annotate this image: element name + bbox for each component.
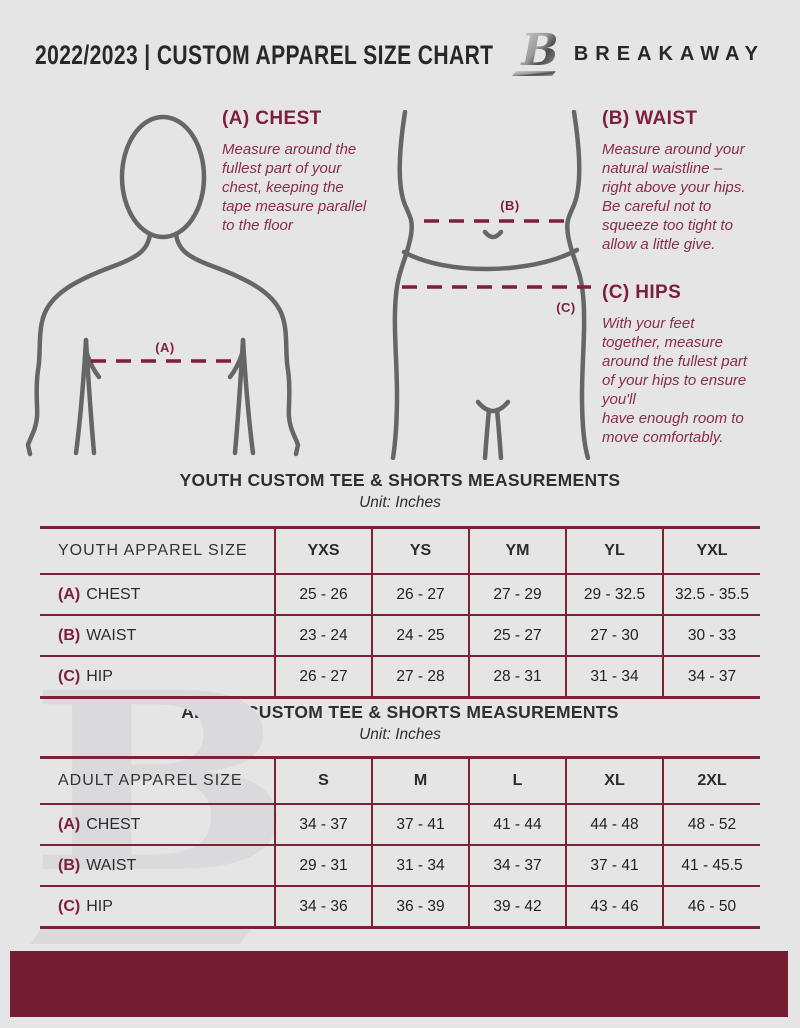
table-cell: 29 - 32.5 <box>565 573 664 616</box>
adult-col-l: L <box>468 757 567 805</box>
youth-waist-row-label: (B) WAIST <box>40 614 276 657</box>
chest-marker-label: (A) <box>155 340 175 355</box>
brand-name: BREAKAWAY <box>573 42 765 65</box>
youth-size-table: YOUTH APPAREL SIZE YXS YS YM YL YXL (A) C… <box>40 526 760 699</box>
table-cell: 37 - 41 <box>565 844 664 887</box>
svg-text:B: B <box>519 27 558 76</box>
youth-col-ys: YS <box>371 527 470 575</box>
table-cell: 27 - 29 <box>468 573 567 616</box>
table-row: (C) HIP 26 - 27 27 - 28 28 - 31 31 - 34 3… <box>40 655 760 698</box>
table-row: (B) WAIST 29 - 31 31 - 34 34 - 37 37 - 41… <box>40 844 760 887</box>
youth-table-header-row: YOUTH APPAREL SIZE YXS YS YM YL YXL <box>40 527 760 575</box>
adult-col-s: S <box>274 757 373 805</box>
adult-col-m: M <box>371 757 470 805</box>
breakaway-logo-icon: B <box>511 27 558 76</box>
youth-section-unit: Unit: Inches <box>359 494 441 511</box>
row-marker: (B) <box>58 626 81 644</box>
table-cell: 25 - 26 <box>274 573 373 616</box>
row-marker: (C) <box>58 897 81 915</box>
table-cell: 28 - 31 <box>468 655 567 698</box>
row-name: CHEST <box>86 585 141 603</box>
page-title: 2022/2023 | CUSTOM APPAREL SIZE CHART <box>35 40 494 70</box>
table-row: (A) CHEST 25 - 26 26 - 27 27 - 29 29 - 32… <box>40 573 760 616</box>
waist-guide: (B) WAIST Measure around your natural wa… <box>602 108 792 254</box>
table-cell: 26 - 27 <box>371 573 470 616</box>
table-cell: 26 - 27 <box>274 655 373 698</box>
youth-col-ym: YM <box>468 527 567 575</box>
table-cell: 46 - 50 <box>662 885 760 928</box>
table-cell: 23 - 24 <box>274 614 373 657</box>
chest-guide: (A) CHEST Measure around the fullest par… <box>222 108 402 235</box>
row-marker: (A) <box>58 585 81 603</box>
table-cell: 36 - 39 <box>371 885 470 928</box>
youth-chest-row-label: (A) CHEST <box>40 573 276 616</box>
table-cell: 29 - 31 <box>274 844 373 887</box>
table-cell: 32.5 - 35.5 <box>662 573 760 616</box>
header: 2022/2023 | CUSTOM APPAREL SIZE CHART B … <box>35 26 765 82</box>
table-cell: 43 - 46 <box>565 885 664 928</box>
hips-guide: (C) HIPS With your feet together, measur… <box>602 282 792 447</box>
adult-col-xl: XL <box>565 757 664 805</box>
table-cell: 39 - 42 <box>468 885 567 928</box>
table-cell: 24 - 25 <box>371 614 470 657</box>
adult-waist-row-label: (B) WAIST <box>40 844 276 887</box>
adult-hip-row-label: (C) HIP <box>40 885 276 928</box>
row-name: CHEST <box>86 815 141 833</box>
youth-size-label: YOUTH APPAREL SIZE <box>40 527 276 575</box>
hips-guide-text: With your feet together, measure around … <box>602 315 748 446</box>
adult-section-title: ADULT CUSTOM TEE & SHORTS MEASUREMENTS <box>181 702 619 722</box>
hips-marker-label: (C) <box>556 300 576 315</box>
table-cell: 27 - 30 <box>565 614 664 657</box>
adult-size-table: ADULT APPAREL SIZE S M L XL 2XL (A) CHEST… <box>40 756 760 929</box>
table-row: (C) HIP 34 - 36 36 - 39 39 - 42 43 - 46 4… <box>40 885 760 928</box>
youth-col-yxl: YXL <box>662 527 760 575</box>
row-name: WAIST <box>86 856 137 874</box>
table-cell: 34 - 37 <box>662 655 760 698</box>
table-cell: 31 - 34 <box>565 655 664 698</box>
table-cell: 41 - 45.5 <box>662 844 760 887</box>
waist-guide-heading: (B) WAIST <box>602 108 698 129</box>
table-cell: 34 - 37 <box>274 803 373 846</box>
adult-table-header-row: ADULT APPAREL SIZE S M L XL 2XL <box>40 757 760 805</box>
background-watermark-base <box>30 928 252 944</box>
chest-guide-heading: (A) CHEST <box>222 108 322 129</box>
adult-chest-row-label: (A) CHEST <box>40 803 276 846</box>
footer-bar <box>10 951 788 1017</box>
chest-guide-text: Measure around the fullest part of your … <box>222 141 367 234</box>
youth-hip-row-label: (C) HIP <box>40 655 276 698</box>
youth-col-yl: YL <box>565 527 664 575</box>
row-name: HIP <box>86 667 113 685</box>
table-cell: 34 - 37 <box>468 844 567 887</box>
brand: B BREAKAWAY <box>510 26 765 82</box>
hips-guide-heading: (C) HIPS <box>602 282 682 303</box>
table-cell: 37 - 41 <box>371 803 470 846</box>
adult-size-label: ADULT APPAREL SIZE <box>40 757 276 805</box>
torso-figure: (A) <box>25 114 301 457</box>
table-row: (B) WAIST 23 - 24 24 - 25 25 - 27 27 - 30… <box>40 614 760 657</box>
row-marker: (C) <box>58 667 81 685</box>
table-cell: 27 - 28 <box>371 655 470 698</box>
table-cell: 31 - 34 <box>371 844 470 887</box>
row-marker: (A) <box>58 815 81 833</box>
waist-marker-label: (B) <box>500 198 520 213</box>
table-row: (A) CHEST 34 - 37 37 - 41 41 - 44 44 - 48… <box>40 803 760 846</box>
table-cell: 48 - 52 <box>662 803 760 846</box>
adult-section-unit: Unit: Inches <box>359 726 441 743</box>
table-cell: 30 - 33 <box>662 614 760 657</box>
row-name: WAIST <box>86 626 137 644</box>
table-cell: 25 - 27 <box>468 614 567 657</box>
waist-guide-text: Measure around your natural waistline – … <box>602 141 746 253</box>
youth-col-yxs: YXS <box>274 527 373 575</box>
row-name: HIP <box>86 897 113 915</box>
adult-col-2xl: 2XL <box>662 757 760 805</box>
table-cell: 44 - 48 <box>565 803 664 846</box>
table-cell: 34 - 36 <box>274 885 373 928</box>
lower-body-figure: (B) (C) <box>390 110 591 460</box>
table-cell: 41 - 44 <box>468 803 567 846</box>
row-marker: (B) <box>58 856 81 874</box>
youth-section-title: YOUTH CUSTOM TEE & SHORTS MEASUREMENTS <box>179 470 621 490</box>
